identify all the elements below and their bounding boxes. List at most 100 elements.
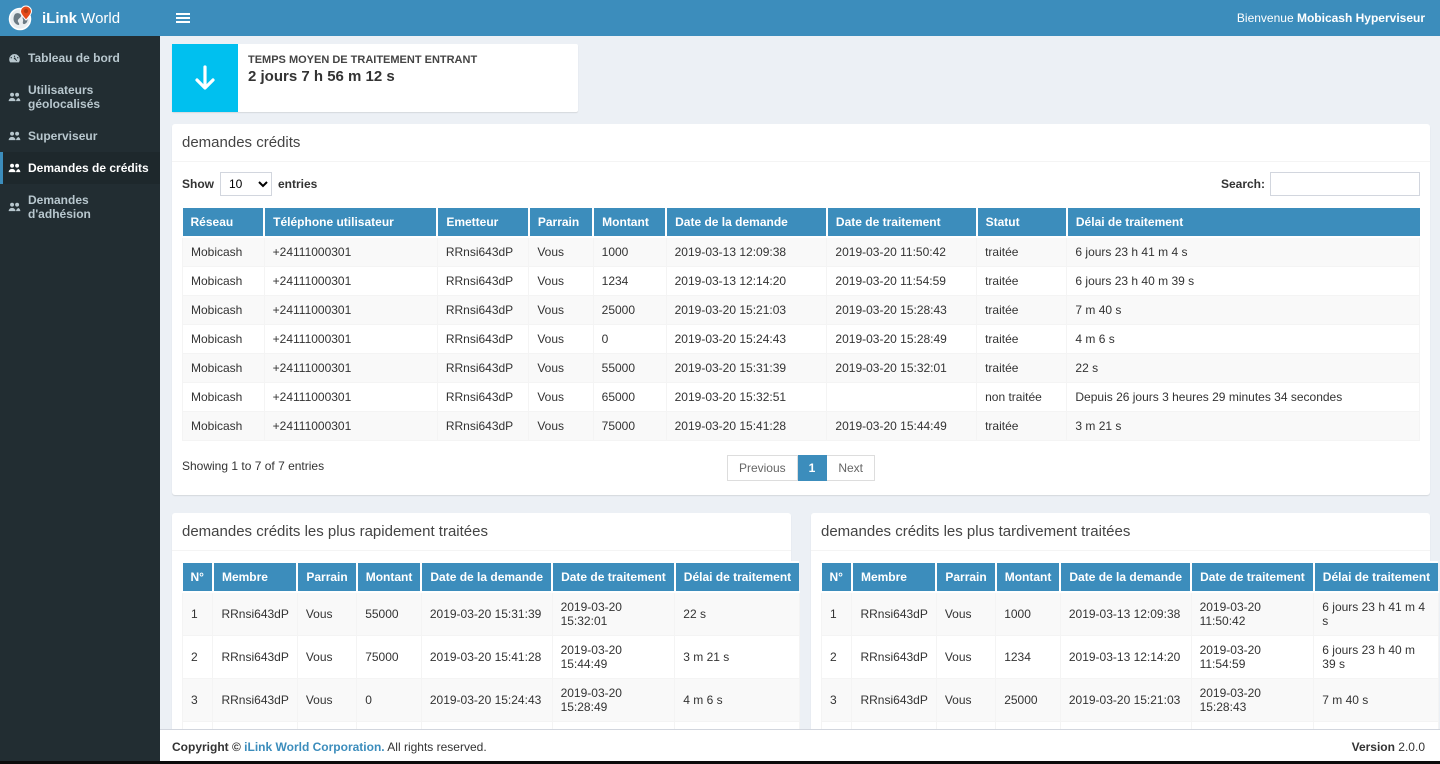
table-cell: [827, 383, 977, 412]
table-cell: 2019-03-20 15:21:03: [1060, 679, 1191, 722]
table-cell: 2019-03-13 12:14:20: [666, 267, 827, 296]
column-header[interactable]: Date de la demande: [666, 207, 827, 237]
column-header[interactable]: Téléphone utilisateur: [264, 207, 437, 237]
table-cell: Vous: [936, 592, 995, 636]
table-row: 3RRnsi643dPVous250002019-03-20 15:21:032…: [822, 679, 1439, 722]
table-cell: 2019-03-20 15:28:49: [1191, 722, 1314, 730]
table-cell: 2019-03-20 11:54:59: [1191, 636, 1314, 679]
table-cell: traitée: [977, 296, 1067, 325]
table-cell: 2019-03-20 15:44:49: [552, 636, 675, 679]
column-header[interactable]: Parrain: [936, 562, 995, 592]
table-cell: Vous: [529, 354, 593, 383]
column-header[interactable]: Date de la demande: [421, 562, 552, 592]
app-logo[interactable]: iLink World: [0, 0, 160, 36]
table-cell: traitée: [977, 325, 1067, 354]
table-row: 1RRnsi643dPVous10002019-03-13 12:09:3820…: [822, 592, 1439, 636]
column-header[interactable]: Date de traitement: [552, 562, 675, 592]
table-cell: 2019-03-20 15:32:51: [666, 383, 827, 412]
table-row: Mobicash+24111000301RRnsi643dPVous750002…: [183, 412, 1420, 441]
search-label: Search:: [1221, 177, 1265, 191]
table-cell: 7 m 40 s: [675, 722, 799, 730]
app-title-bold: iLink: [42, 10, 77, 27]
table-cell: Mobicash: [183, 296, 265, 325]
column-header[interactable]: Emetteur: [437, 207, 529, 237]
column-header[interactable]: Membre: [852, 562, 936, 592]
table-row: 2RRnsi643dPVous750002019-03-20 15:41:282…: [183, 636, 800, 679]
column-header[interactable]: Date de traitement: [1191, 562, 1314, 592]
column-header[interactable]: Parrain: [297, 562, 356, 592]
table-cell: 0: [593, 325, 666, 354]
column-header[interactable]: Montant: [357, 562, 422, 592]
column-header[interactable]: Membre: [213, 562, 297, 592]
datatable-controls: Show 10 entries Search:: [182, 172, 1420, 196]
sidebar-menu: Tableau de bord Utilisateurs géolocalisé…: [0, 36, 160, 230]
table-cell: 2019-03-20 15:41:28: [421, 636, 552, 679]
table-cell: Vous: [936, 636, 995, 679]
table-cell: 3: [822, 679, 852, 722]
pagination-previous-button[interactable]: Previous: [727, 455, 798, 481]
table-cell: 2019-03-20 15:24:43: [421, 679, 552, 722]
sidebar-item-demandes-adhesion[interactable]: Demandes d'adhésion: [0, 184, 160, 230]
table-cell: 6 jours 23 h 40 m 39 s: [1067, 267, 1420, 296]
table-cell: 1000: [593, 237, 666, 267]
search-input[interactable]: [1270, 172, 1420, 196]
table-cell: RRnsi643dP: [437, 237, 529, 267]
page-length-control: Show 10 entries: [182, 172, 317, 196]
table-cell: RRnsi643dP: [213, 592, 297, 636]
table-cell: 2019-03-20 15:44:49: [827, 412, 977, 441]
latest-table-body: 1RRnsi643dPVous10002019-03-13 12:09:3820…: [822, 592, 1439, 729]
table-cell: 2019-03-13 12:09:38: [666, 237, 827, 267]
sidebar-item-label: Utilisateurs géolocalisés: [28, 83, 152, 111]
table-cell: 7 m 40 s: [1314, 679, 1438, 722]
copyright-prefix: Copyright ©: [172, 740, 244, 754]
table-cell: traitée: [977, 237, 1067, 267]
column-header[interactable]: Date de traitement: [827, 207, 977, 237]
sidebar-item-tableau-de-bord[interactable]: Tableau de bord: [0, 42, 160, 74]
table-row: 2RRnsi643dPVous12342019-03-13 12:14:2020…: [822, 636, 1439, 679]
panel-body: N°MembreParrainMontantDate de la demande…: [811, 551, 1430, 729]
column-header[interactable]: Montant: [593, 207, 666, 237]
column-header[interactable]: N°: [183, 562, 213, 592]
table-cell: 4 m 6 s: [675, 679, 799, 722]
page-length-select[interactable]: 10: [220, 172, 272, 196]
table-cell: Vous: [936, 722, 995, 730]
table-cell: 1: [183, 592, 213, 636]
sidebar-toggle-icon[interactable]: [172, 9, 194, 27]
main-column: Bienvenue Mobicash Hyperviseur TEMPS MOY…: [160, 0, 1440, 764]
footer-copyright: Copyright © iLink World Corporation. All…: [172, 740, 487, 754]
column-header[interactable]: Statut: [977, 207, 1067, 237]
sidebar-item-utilisateurs-geolocalises[interactable]: Utilisateurs géolocalisés: [0, 74, 160, 120]
table-cell: 2019-03-20 15:31:39: [421, 592, 552, 636]
table-cell: 2019-03-20 15:28:43: [552, 722, 675, 730]
panel-body: Show 10 entries Search: RéseauTéléphone …: [172, 162, 1430, 495]
table-cell: 2019-03-20 15:32:01: [552, 592, 675, 636]
column-header[interactable]: Délai de traitement: [1067, 207, 1420, 237]
table-cell: 4: [183, 722, 213, 730]
table-cell: Mobicash: [183, 237, 265, 267]
column-header[interactable]: Date de la demande: [1060, 562, 1191, 592]
table-cell: 1234: [593, 267, 666, 296]
column-header[interactable]: Montant: [996, 562, 1061, 592]
bottom-panels-row: demandes crédits les plus rapidement tra…: [172, 513, 1430, 729]
pagination-next-button[interactable]: Next: [827, 455, 875, 481]
sidebar-item-superviseur[interactable]: Superviseur: [0, 120, 160, 152]
table-cell: 25000: [357, 722, 422, 730]
table-cell: RRnsi643dP: [437, 354, 529, 383]
table-row: 4RRnsi643dPVous02019-03-20 15:24:432019-…: [822, 722, 1439, 730]
company-link[interactable]: iLink World Corporation.: [244, 740, 384, 754]
column-header[interactable]: Délai de traitement: [675, 562, 799, 592]
pagination-page-1-button[interactable]: 1: [798, 455, 828, 481]
credits-table: RéseauTéléphone utilisateurEmetteurParra…: [182, 206, 1420, 441]
table-cell: 2: [822, 636, 852, 679]
sidebar-item-demandes-de-credits[interactable]: Demandes de crédits: [0, 152, 160, 184]
column-header[interactable]: Réseau: [183, 207, 265, 237]
table-cell: 3 m 21 s: [1067, 412, 1420, 441]
column-header[interactable]: N°: [822, 562, 852, 592]
table-cell: RRnsi643dP: [437, 267, 529, 296]
table-cell: 55000: [593, 354, 666, 383]
table-row: Mobicash+24111000301RRnsi643dPVous650002…: [183, 383, 1420, 412]
column-header[interactable]: Parrain: [529, 207, 593, 237]
table-cell: 55000: [357, 592, 422, 636]
table-cell: RRnsi643dP: [437, 296, 529, 325]
column-header[interactable]: Délai de traitement: [1314, 562, 1438, 592]
